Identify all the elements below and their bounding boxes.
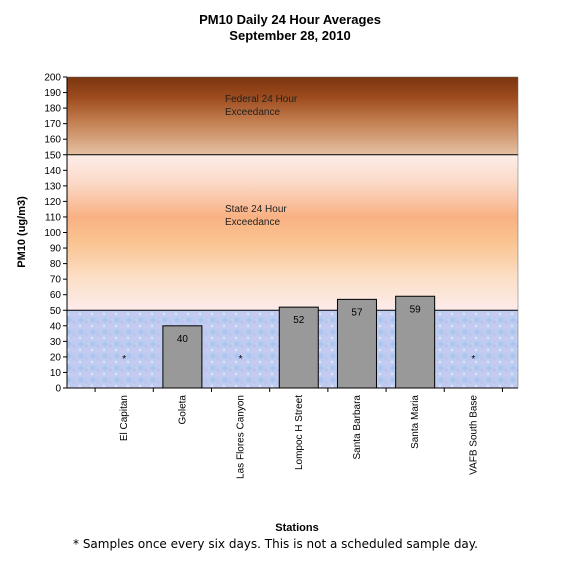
x-tick-label: Las Flores Canyon (236, 395, 247, 479)
chart-subtitle: September 28, 2010 (229, 28, 350, 43)
x-axis-ticks: El Capitan Goleta Las Flores Canyon Lompoc … (94, 388, 503, 479)
footnote: * Samples once every six days. This is n… (73, 537, 478, 551)
x-tick-label: Lompoc H Street (294, 395, 305, 470)
y-tick-label: 60 (50, 290, 62, 301)
no-sample-marker: * (239, 354, 243, 365)
threshold-label-line2: Exceedance (225, 217, 280, 228)
x-tick-label: VAFB South Base (468, 395, 479, 475)
bar-value-label: 59 (410, 304, 422, 315)
no-sample-marker: * (122, 354, 126, 365)
y-tick-label: 200 (44, 73, 61, 84)
band-federal-exceedance (67, 77, 518, 155)
y-tick-label: 90 (50, 244, 62, 255)
y-tick-label: 160 (44, 135, 61, 146)
threshold-label-line1: State 24 Hour (225, 204, 287, 215)
x-tick-label: Santa Barbara (352, 395, 363, 460)
bars: * 40 * 52 57 59 * (122, 295, 475, 389)
y-tick-label: 20 (50, 352, 62, 363)
y-tick-label: 50 (50, 306, 62, 317)
chart-title: PM10 Daily 24 Hour Averages (199, 12, 381, 27)
y-tick-label: 80 (50, 259, 62, 270)
y-tick-label: 140 (44, 166, 61, 177)
threshold-label-line1: Federal 24 Hour (225, 94, 298, 105)
y-tick-label: 0 (55, 384, 61, 395)
y-tick-label: 40 (50, 321, 62, 332)
y-axis-ticks: 0 10 20 30 40 50 60 70 80 90 100 110 120 130 140 150 160… (44, 73, 67, 395)
y-tick-label: 100 (44, 228, 61, 239)
bar-value-label: 52 (293, 315, 305, 326)
y-tick-label: 190 (44, 88, 61, 99)
threshold-label-line2: Exceedance (225, 107, 280, 118)
bar-santa-maria (395, 295, 436, 389)
no-sample-marker: * (471, 354, 475, 365)
x-tick-label: El Capitan (119, 395, 130, 441)
bar-value-label: 40 (177, 334, 189, 345)
y-tick-label: 30 (50, 337, 62, 348)
bar-santa-barbara (336, 298, 377, 389)
y-tick-label: 170 (44, 119, 61, 130)
y-tick-label: 10 (50, 368, 62, 379)
x-tick-label: Goleta (177, 395, 188, 425)
y-tick-label: 150 (44, 150, 61, 161)
y-tick-label: 180 (44, 104, 61, 115)
bar-goleta (162, 325, 203, 389)
x-axis-label: Stations (275, 522, 318, 534)
y-tick-label: 130 (44, 181, 61, 192)
band-state-exceedance (67, 154, 518, 311)
y-tick-label: 70 (50, 275, 62, 286)
y-tick-label: 120 (44, 197, 61, 208)
x-tick-label: Santa Maria (410, 395, 421, 449)
y-axis-label: PM10 (ug/m3) (16, 196, 28, 268)
bar-value-label: 57 (351, 307, 363, 318)
y-tick-label: 110 (45, 212, 61, 223)
